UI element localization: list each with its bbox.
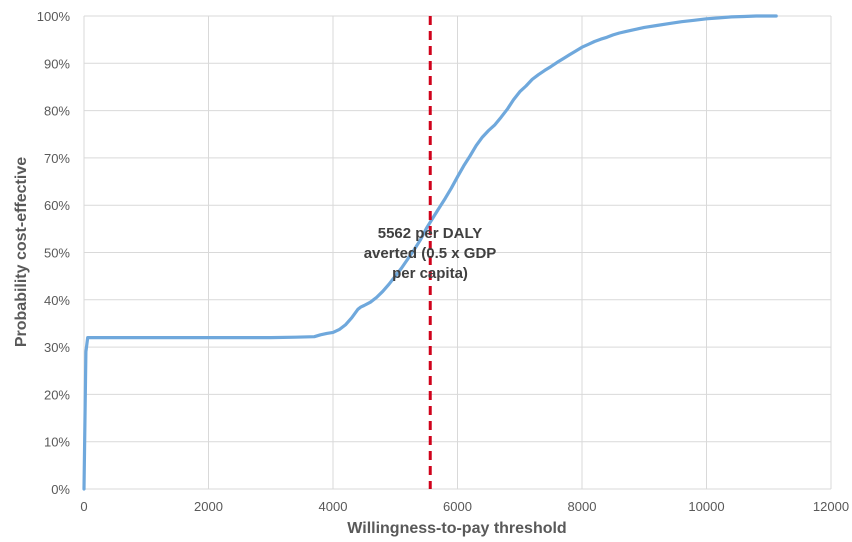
x-tick-label: 4000: [319, 499, 348, 514]
y-tick-label: 100%: [37, 9, 71, 24]
y-axis-title: Probability cost-effective: [13, 157, 30, 347]
y-tick-label: 20%: [44, 387, 70, 402]
y-tick-label: 50%: [44, 246, 70, 261]
x-tick-label: 2000: [194, 499, 223, 514]
annotation-line-3: per capita): [392, 265, 468, 282]
x-tick-label: 10000: [688, 499, 724, 514]
y-tick-label: 0%: [51, 482, 70, 497]
x-tick-label: 12000: [813, 499, 849, 514]
x-tick-label: 6000: [443, 499, 472, 514]
y-tick-label: 90%: [44, 56, 70, 71]
gridlines: [83, 15, 832, 490]
x-tick-labels: 0 2000 4000 6000 8000 10000 12000: [80, 499, 849, 514]
y-tick-label: 70%: [44, 151, 70, 166]
annotation-line-1: 5562 per DALY: [378, 225, 483, 242]
y-tick-label: 80%: [44, 104, 70, 119]
annotation-line-2: averted (0.5 x GDP: [364, 245, 497, 262]
y-tick-label: 60%: [44, 198, 70, 213]
x-axis-title: Willingness-to-pay threshold: [347, 520, 566, 537]
y-tick-label: 30%: [44, 340, 70, 355]
y-tick-labels: 0% 10% 20% 30% 40% 50% 60% 70% 80% 90% 100%: [37, 9, 71, 497]
x-tick-label: 0: [80, 499, 87, 514]
y-tick-label: 40%: [44, 293, 70, 308]
y-tick-label: 10%: [44, 435, 70, 450]
series-line: [82, 14, 778, 491]
x-tick-label: 8000: [568, 499, 597, 514]
